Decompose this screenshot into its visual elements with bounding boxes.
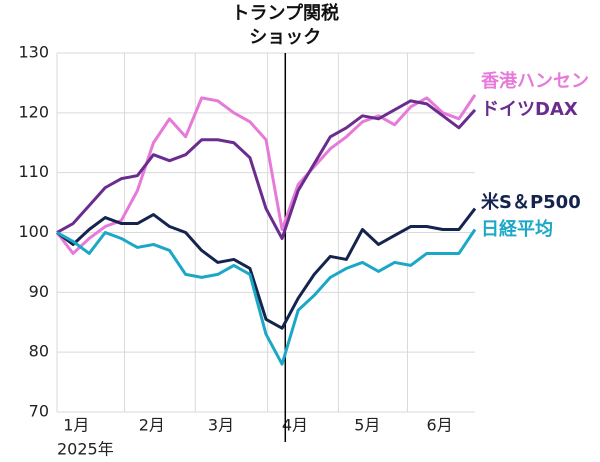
series-label: 香港ハンセン [480,71,589,92]
y-tick-label: 110 [18,162,49,181]
x-tick-label: 6月 [427,416,453,435]
y-tick-label: 80 [29,342,49,361]
series-label: ドイツDAX [481,99,578,120]
y-tick-label: 130 [18,43,49,62]
series-line [56,207,477,330]
x-tick-label: 2月 [139,416,165,435]
y-tick-label: 100 [18,222,49,241]
annotation: トランプ関税 [232,2,339,24]
series-line [56,228,477,366]
y-tick-label: 120 [18,102,49,121]
x-tick-label: 1月 [63,416,89,435]
series-line [55,94,477,255]
y-tick-label: 70 [29,402,49,421]
series-label: 日経平均 [481,218,553,240]
x-tick-label: 4月 [282,416,308,435]
annotation: ショック [249,27,321,48]
y-tick-label: 90 [29,282,49,301]
x-axis-label: 2025年 [57,440,114,459]
x-tick-label: 3月 [208,416,234,435]
x-tick-label: 5月 [354,416,380,435]
series-label: 米S＆P500 [481,191,581,213]
series-line [56,99,477,240]
